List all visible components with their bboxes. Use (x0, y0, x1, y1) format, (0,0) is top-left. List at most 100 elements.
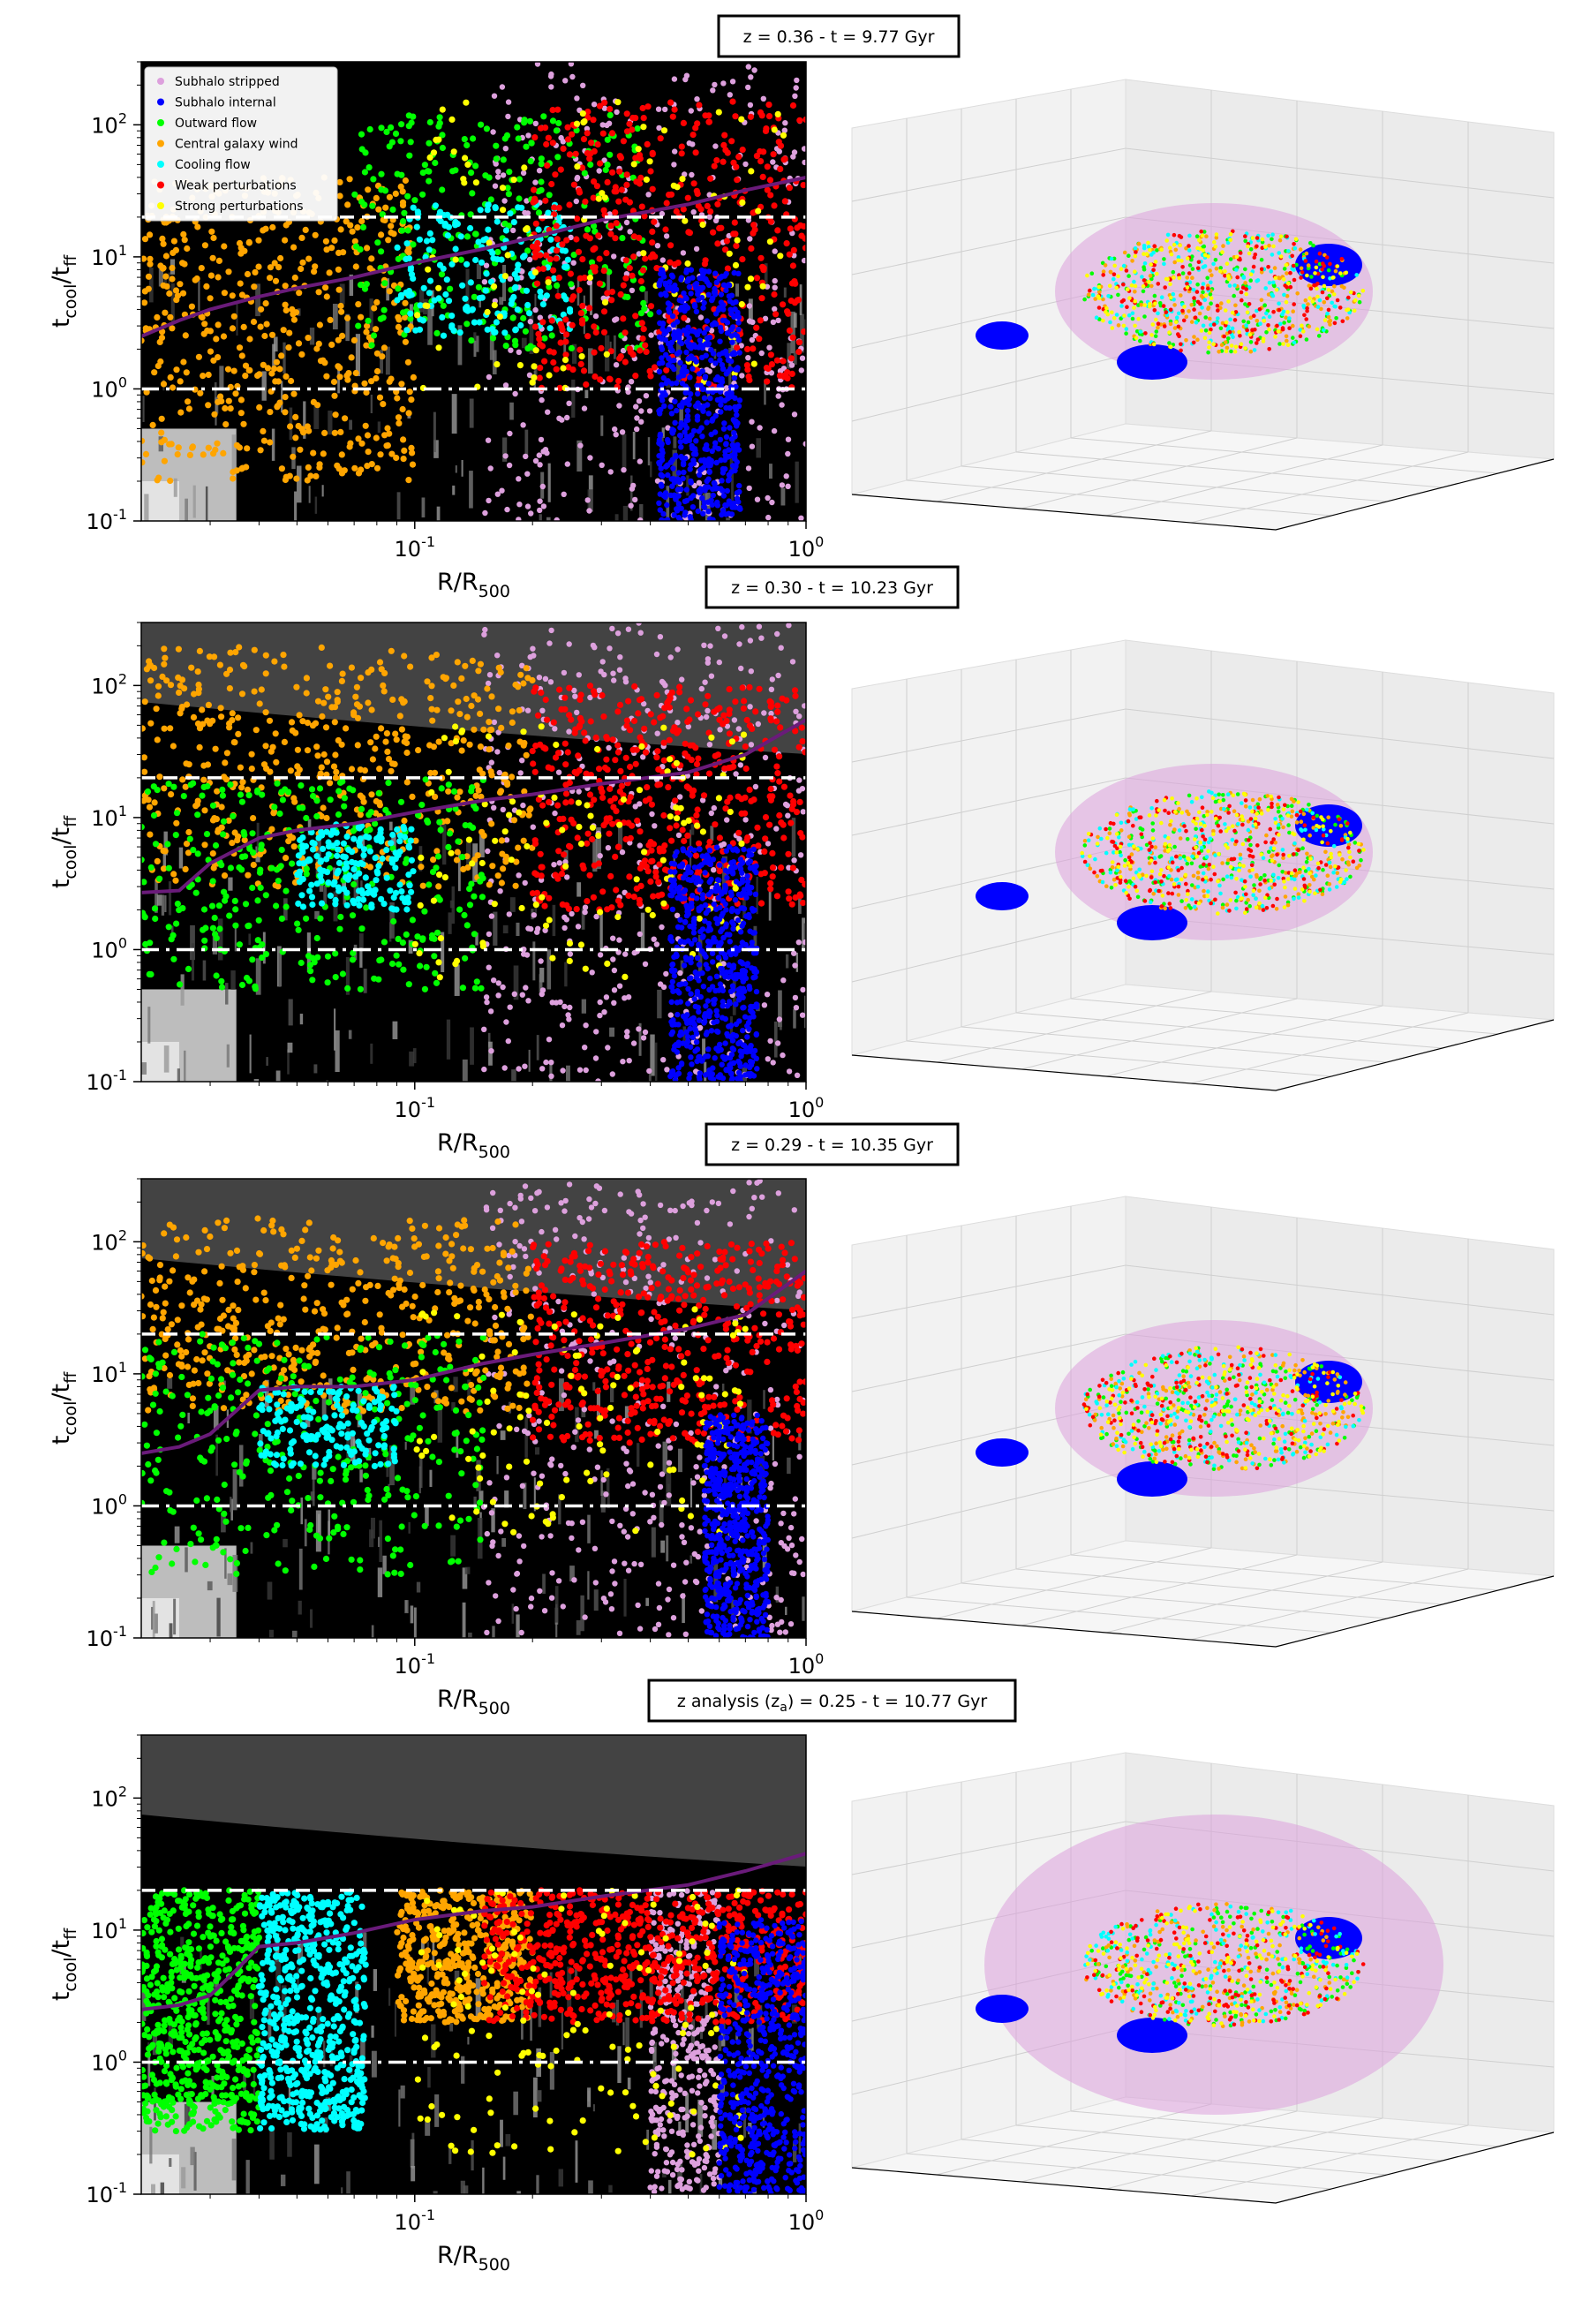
particle (1169, 344, 1173, 350)
data-point (641, 213, 648, 220)
data-point (173, 810, 181, 817)
data-point (472, 256, 479, 264)
data-point (537, 314, 543, 321)
data-point (632, 496, 638, 503)
data-point (718, 409, 724, 415)
particle (1354, 273, 1359, 277)
data-point (584, 149, 592, 157)
data-point (692, 303, 698, 310)
data-point (620, 1059, 626, 1065)
data-point (762, 315, 769, 321)
data-point (218, 977, 225, 985)
data-point (614, 316, 620, 322)
data-point (221, 243, 228, 250)
data-point (240, 420, 247, 427)
data-point (554, 517, 560, 521)
particle (1155, 248, 1159, 253)
particle (1228, 231, 1233, 237)
data-point (304, 477, 311, 484)
particle (1201, 290, 1205, 295)
data-point (416, 326, 424, 333)
data-point (594, 141, 601, 148)
data-point (719, 273, 725, 280)
particle (1203, 315, 1208, 320)
data-point (660, 374, 667, 381)
data-point (581, 275, 588, 282)
data-point (577, 360, 584, 367)
data-point (586, 235, 593, 242)
data-point (226, 724, 233, 731)
data-point (398, 381, 405, 388)
particle (1184, 338, 1188, 343)
particle (1226, 336, 1231, 341)
data-point (687, 374, 693, 381)
data-point (667, 259, 674, 266)
particle (1284, 263, 1289, 268)
data-point (711, 306, 718, 313)
data-point (566, 400, 572, 406)
data-point (382, 738, 389, 745)
particle (1130, 259, 1134, 263)
data-point (559, 241, 566, 248)
data-point (682, 389, 689, 396)
data-point (316, 785, 324, 792)
legend-marker (157, 161, 164, 168)
data-point (788, 362, 795, 368)
data-point (659, 321, 667, 327)
data-point (564, 124, 571, 131)
data-point (786, 327, 794, 334)
data-point (516, 362, 524, 369)
data-point (697, 472, 703, 478)
data-point (531, 374, 538, 381)
data-point (313, 345, 320, 352)
data-point (734, 237, 741, 244)
data-point (638, 203, 645, 210)
data-point (399, 227, 406, 234)
data-point (664, 436, 671, 443)
data-point (394, 826, 401, 834)
data-point (313, 472, 320, 480)
particle (1142, 314, 1147, 319)
data-point (731, 418, 737, 424)
data-point (395, 323, 402, 330)
data-point (795, 339, 803, 346)
data-point (694, 382, 700, 389)
particle (1230, 326, 1235, 331)
particle (1141, 283, 1146, 289)
data-point (591, 178, 598, 185)
particle (1308, 286, 1314, 291)
data-point (454, 849, 461, 856)
particle (1179, 259, 1184, 263)
particle (1278, 254, 1284, 259)
data-point (592, 228, 599, 235)
particle (1134, 250, 1138, 254)
data-point (238, 853, 245, 861)
particle (1267, 314, 1272, 320)
data-point (687, 466, 693, 472)
data-point (675, 832, 682, 839)
data-point (567, 1004, 573, 1011)
data-point (523, 287, 531, 294)
data-point (194, 850, 201, 857)
data-point (435, 883, 442, 890)
data-point (787, 819, 795, 826)
data-point (173, 297, 180, 304)
data-point (381, 688, 388, 695)
data-point (789, 102, 797, 109)
particle (1194, 320, 1199, 325)
data-point (341, 803, 348, 810)
particle (1255, 337, 1261, 342)
data-point (526, 310, 533, 317)
particle (1111, 276, 1116, 282)
data-point (647, 311, 654, 318)
data-point (790, 246, 797, 253)
data-point (523, 226, 530, 233)
data-point (796, 117, 803, 124)
data-point (591, 147, 598, 155)
data-point (674, 720, 681, 726)
data-point (403, 240, 411, 247)
particle (1114, 313, 1119, 317)
data-point (677, 330, 683, 337)
data-point (221, 773, 228, 781)
data-point (172, 877, 179, 884)
